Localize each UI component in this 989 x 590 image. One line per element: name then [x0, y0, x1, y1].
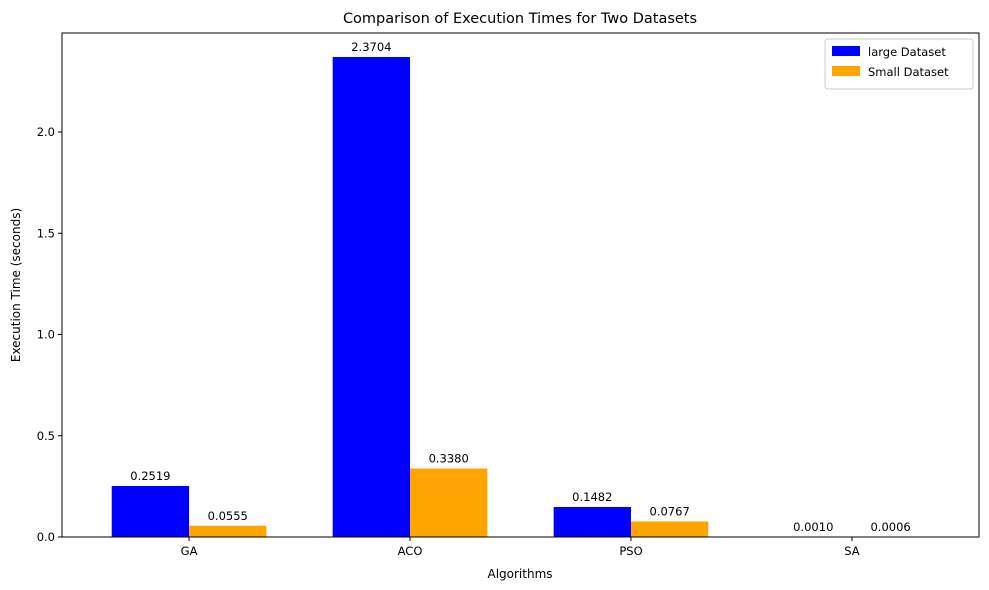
- legend: large Dataset Small Dataset: [824, 38, 974, 90]
- y-axis-label: Execution Time (seconds): [9, 208, 23, 362]
- chart-title: Comparison of Execution Times for Two Da…: [343, 11, 697, 27]
- bar-value-label: 0.0006: [870, 520, 910, 534]
- legend-box: [824, 38, 974, 90]
- x-axis-label: Algorithms: [487, 567, 552, 581]
- y-tick-label: 0.0: [37, 530, 55, 544]
- bar: [630, 521, 709, 537]
- legend-label: Small Dataset: [868, 65, 949, 79]
- legend-swatch: [832, 46, 860, 56]
- bar: [553, 506, 631, 537]
- bar: [111, 485, 190, 537]
- bar-value-label: 0.0010: [793, 520, 833, 534]
- plot-frame: [61, 32, 980, 538]
- y-tick-label: 1.5: [37, 226, 55, 240]
- y-tick-label: 1.0: [37, 328, 55, 342]
- bar: [410, 468, 488, 537]
- bar-value-label: 0.2519: [130, 469, 170, 483]
- y-tick-label: 0.5: [37, 429, 55, 443]
- bar-value-label: 0.1482: [572, 490, 612, 504]
- bar-value-label: 0.3380: [429, 452, 469, 466]
- plot-area: 0.2519 2.3704 0.1482 0.0010 0.0555 0.3380 0.07…: [37, 32, 980, 558]
- legend-label: large Dataset: [868, 45, 946, 59]
- bar-value-label: 2.3704: [351, 40, 391, 54]
- x-tick-label: GA: [181, 544, 198, 558]
- bar-value-label: 0.0555: [208, 509, 248, 523]
- x-tick-label: PSO: [619, 544, 642, 558]
- x-tick-label: ACO: [398, 544, 423, 558]
- x-tick-label: SA: [844, 544, 860, 558]
- bar: [189, 525, 267, 537]
- bar-value-label: 0.0767: [650, 504, 690, 518]
- legend-swatch: [832, 66, 860, 76]
- bar: [332, 57, 411, 537]
- y-tick-label: 2.0: [37, 125, 55, 139]
